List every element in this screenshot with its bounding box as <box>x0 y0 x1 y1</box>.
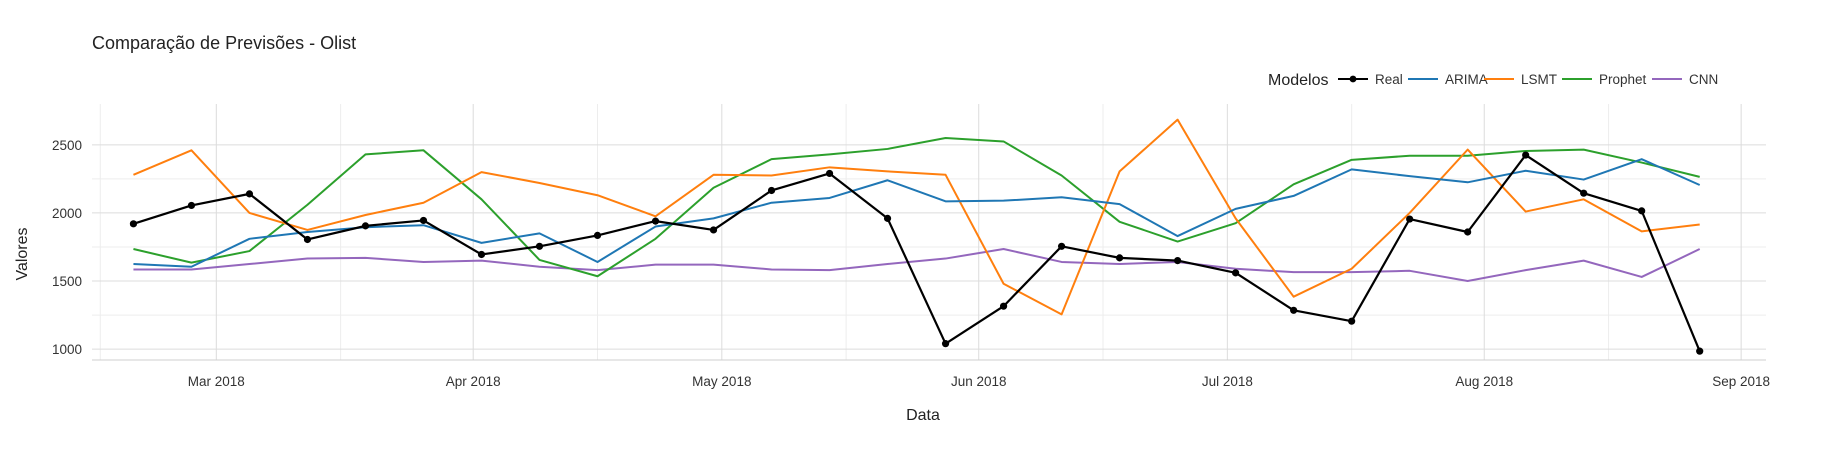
legend-item-arima: ARIMA <box>1408 72 1488 87</box>
x-tick-label: Jul 2018 <box>1202 374 1253 389</box>
series-line-arima <box>133 158 1701 268</box>
y-tick-label: 1500 <box>52 274 82 289</box>
data-point-real <box>303 235 312 244</box>
legend-label: Real <box>1375 72 1403 87</box>
data-point-real <box>1290 306 1298 314</box>
data-point-real <box>535 242 544 250</box>
data-point-real <box>883 214 892 222</box>
data-point-real <box>1057 242 1066 250</box>
y-axis: 1000 1500 2000 2500 <box>52 138 82 357</box>
data-point-real <box>1638 207 1646 215</box>
legend-item-lsmt: LSMT <box>1484 72 1557 87</box>
series-line-prophet <box>133 137 1700 278</box>
legend-label: LSMT <box>1521 72 1557 87</box>
data-point-real <box>825 169 834 178</box>
legend-item-prophet: Prophet <box>1562 72 1647 87</box>
series-line-real <box>133 153 1701 352</box>
data-point-real <box>187 201 196 210</box>
series-cnn <box>133 248 1701 283</box>
series-line-cnn <box>133 248 1701 283</box>
series-line-lsmt <box>133 118 1700 316</box>
x-axis-title: Data <box>906 407 940 424</box>
data-point-real <box>129 220 138 228</box>
x-tick-label: Jun 2018 <box>951 374 1007 389</box>
x-tick-label: May 2018 <box>692 374 751 389</box>
data-point-real <box>1464 228 1472 236</box>
chart-title: Comparação de Previsões - Olist <box>92 33 356 53</box>
data-point-real <box>709 226 718 234</box>
data-point-real <box>1580 189 1588 197</box>
data-point-real <box>1348 317 1356 325</box>
y-tick-label: 2500 <box>52 138 82 153</box>
data-point-real <box>941 340 950 348</box>
data-point-real <box>419 216 428 225</box>
data-point-real <box>593 231 602 239</box>
series-lines <box>129 118 1704 355</box>
y-tick-label: 1000 <box>52 342 82 357</box>
data-point-real <box>361 222 370 230</box>
legend-marker <box>1349 75 1357 83</box>
legend-label: Prophet <box>1599 72 1647 87</box>
data-point-real <box>477 250 486 259</box>
legend-label: ARIMA <box>1445 72 1488 87</box>
data-point-real <box>1522 151 1530 159</box>
x-tick-label: Apr 2018 <box>446 374 501 389</box>
series-real <box>129 151 1704 355</box>
data-point-real <box>651 217 660 225</box>
legend: Modelos Real ARIMA LSMT Prophet CNN <box>1268 72 1718 89</box>
series-lsmt <box>133 118 1700 316</box>
legend-title: Modelos <box>1268 72 1328 89</box>
data-point-real <box>1406 215 1414 223</box>
y-tick-label: 2000 <box>52 206 82 221</box>
legend-item-cnn: CNN <box>1652 72 1718 87</box>
data-point-real <box>1696 347 1704 355</box>
x-tick-label: Aug 2018 <box>1455 374 1513 389</box>
series-arima <box>133 158 1701 268</box>
x-tick-label: Mar 2018 <box>188 374 245 389</box>
legend-label: CNN <box>1689 72 1718 87</box>
data-point-real <box>767 186 776 195</box>
series-prophet <box>133 137 1700 278</box>
data-point-real <box>245 190 254 198</box>
data-point-real <box>1174 257 1182 265</box>
data-point-real <box>999 302 1008 310</box>
data-point-real <box>1116 254 1124 262</box>
x-tick-label: Sep 2018 <box>1712 374 1770 389</box>
legend-item-real: Real <box>1338 72 1403 87</box>
data-point-real <box>1232 269 1240 277</box>
y-axis-title: Valores <box>14 227 31 280</box>
x-axis: Mar 2018 Apr 2018 May 2018 Jun 2018 Jul 2018… <box>92 359 1770 389</box>
